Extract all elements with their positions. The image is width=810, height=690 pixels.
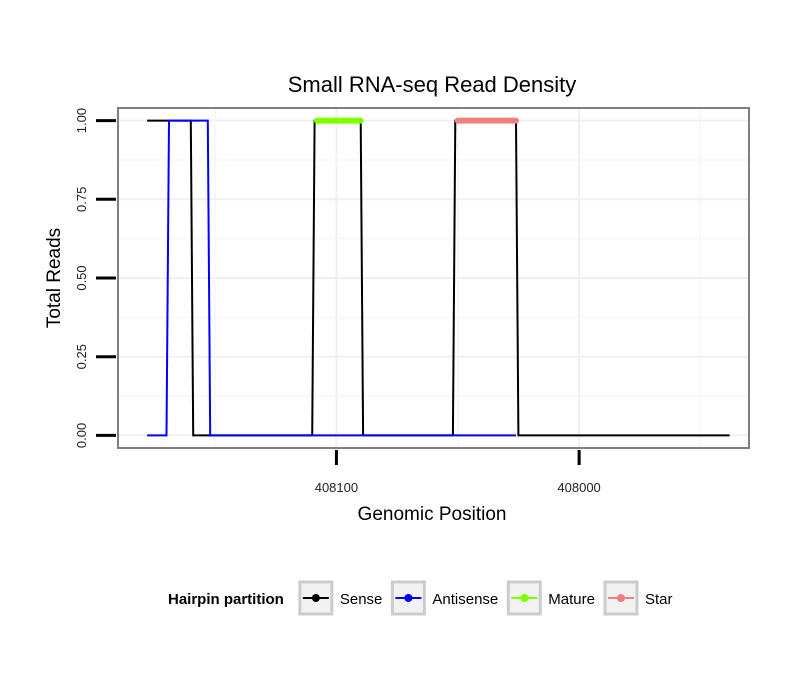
plot-border bbox=[117, 107, 750, 449]
y-axis-title: Total Reads bbox=[44, 228, 65, 328]
x-axis: 408100 408000 bbox=[315, 450, 601, 495]
y-tick-label: 0.75 bbox=[74, 187, 89, 212]
legend-key-dot bbox=[311, 594, 320, 602]
series-layer bbox=[147, 117, 730, 437]
legend-label: Mature bbox=[548, 591, 595, 608]
x-tick-label: 408100 bbox=[315, 480, 358, 495]
y-tick-label: 0.00 bbox=[74, 423, 89, 448]
y-tick-label: 1.00 bbox=[74, 108, 89, 133]
legend-key-dot bbox=[404, 594, 413, 602]
x-tick-label: 408000 bbox=[557, 480, 600, 495]
legend-item-star: Star bbox=[603, 580, 673, 616]
legend-item-antisense: Antisense bbox=[390, 580, 498, 616]
series-line-antisense bbox=[147, 119, 516, 437]
grid-minor bbox=[118, 108, 749, 448]
legend-label: Sense bbox=[340, 591, 383, 608]
legend-label: Antisense bbox=[432, 591, 498, 608]
y-axis: 0.00 0.25 0.50 0.75 1.00 bbox=[74, 108, 116, 448]
y-tick-label: 0.25 bbox=[74, 344, 89, 369]
legend-item-sense: Sense bbox=[298, 580, 383, 616]
legend-key-dot bbox=[520, 594, 529, 602]
legend: Hairpin partition Sense Antisense Mature St… bbox=[168, 580, 673, 616]
legend-title: Hairpin partition bbox=[168, 591, 284, 608]
chart-title: Small RNA-seq Read Density bbox=[288, 72, 577, 97]
legend-label: Star bbox=[645, 591, 673, 608]
x-axis-title: Genomic Position bbox=[358, 504, 507, 525]
legend-key bbox=[506, 580, 542, 616]
y-tick-label: 0.50 bbox=[74, 265, 89, 290]
legend-key-dot bbox=[616, 594, 625, 602]
series-line-sense bbox=[147, 119, 730, 437]
legend-item-mature: Mature bbox=[506, 580, 595, 616]
